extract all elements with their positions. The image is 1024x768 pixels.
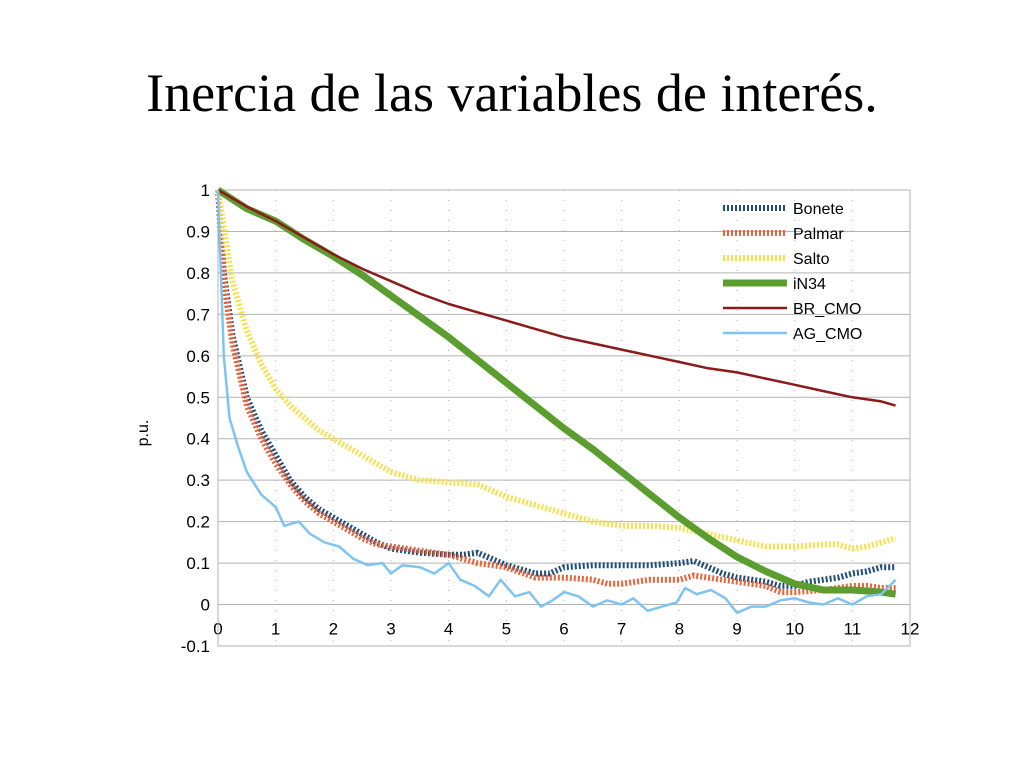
series-line-palmar (215, 189, 896, 596)
series-line-salto (215, 189, 897, 552)
y-tick-label: 0 (201, 596, 210, 615)
series-line-bonete (215, 189, 896, 589)
legend-label: AG_CMO (793, 326, 862, 343)
x-tick-label: 3 (386, 620, 395, 639)
y-tick-label: 0.8 (186, 264, 210, 283)
x-tick-label: 7 (617, 620, 626, 639)
x-tick-label: 11 (844, 620, 862, 639)
y-axis-title: p.u. (135, 420, 152, 447)
legend-label: Salto (793, 251, 830, 268)
x-tick-label: 10 (785, 620, 804, 639)
plot-frame (217, 189, 911, 647)
x-tick-label: 5 (502, 620, 511, 639)
legend-label: BR_CMO (793, 301, 861, 318)
series-line-br-cmo (217, 188, 896, 407)
x-tick-label: 2 (329, 620, 338, 639)
y-tick-label: 1 (201, 181, 210, 200)
x-tick-label: 9 (732, 620, 741, 639)
y-tick-label: 0.1 (186, 554, 210, 573)
y-tick-label: 0.7 (186, 305, 210, 324)
y-tick-label: 0.9 (186, 222, 210, 241)
legend-label: Bonete (793, 201, 844, 218)
x-tick-label: 1 (271, 620, 280, 639)
y-tick-label: 0.6 (186, 347, 210, 366)
x-tick-label: 8 (675, 620, 684, 639)
y-tick-label: 0.3 (186, 471, 210, 490)
series-line-ag-cmo (216, 189, 897, 615)
x-tick-label: 4 (444, 620, 453, 639)
legend-label: iN34 (793, 276, 826, 293)
series-line-in34 (216, 187, 897, 598)
y-tick-label: 0.4 (186, 430, 210, 449)
y-tick-label: 0.2 (186, 513, 210, 532)
line-chart: -0.1 0 0.1 0.2 0.3 0.4 0.5 0.6 0.7 0.8 0.9 10 1 2 3 4 5 6… (135, 181, 919, 656)
x-tick-label: 6 (559, 620, 568, 639)
y-tick-label: 0.5 (186, 388, 210, 407)
slide-title: Inercia de las variables de interés. (146, 63, 878, 123)
legend-label: Palmar (793, 226, 844, 243)
y-tick-label: -0.1 (181, 637, 210, 656)
